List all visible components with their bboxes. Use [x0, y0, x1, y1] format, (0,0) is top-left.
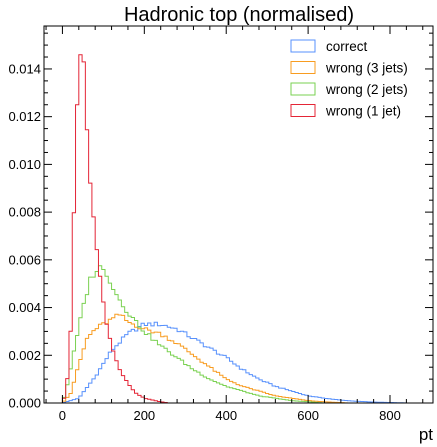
axis-ticks: 0 200 400 600 800 0.000 0.002 0.004 0.006 0.008 0.… [8, 26, 433, 423]
legend-swatch-3 [290, 82, 316, 96]
legend-label-3: wrong (2 jets) [325, 82, 408, 97]
x-tick-label: 600 [297, 408, 319, 423]
legend-label-2: wrong (3 jets) [325, 61, 408, 76]
x-tick-label: 400 [215, 408, 237, 423]
x-tick-label: 200 [133, 408, 155, 423]
y-tick-label: 0.012 [8, 109, 41, 124]
legend-swatch-1 [290, 39, 316, 53]
x-tick-label: 800 [379, 408, 401, 423]
histogram-series-3 [61, 265, 325, 404]
plot-frame [43, 25, 434, 404]
legend-swatch-4 [290, 104, 316, 117]
y-tick-label: 0.008 [8, 205, 41, 220]
y-tick-label: 0.010 [8, 157, 41, 172]
histogram-series-4 [61, 54, 171, 404]
plot-area [61, 54, 413, 404]
legend-label-4: wrong (1 jet) [325, 104, 401, 119]
legend-swatch-2 [290, 61, 316, 74]
legend-label-1: correct [326, 39, 368, 54]
y-tick-label: 0.014 [8, 61, 41, 76]
x-axis-label: pt [419, 425, 433, 444]
chart-title: Hadronic top (normalised) [124, 4, 354, 26]
y-tick-label: 0.006 [8, 252, 41, 267]
y-tick-label: 0.002 [8, 348, 41, 363]
legend: correct wrong (3 jets) wrong (2 jets) wrong… [290, 39, 408, 119]
x-tick-label: 0 [59, 408, 66, 423]
histogram-series-1 [61, 321, 413, 404]
histogram-series-2 [61, 313, 351, 404]
y-tick-label: 0.000 [8, 396, 41, 411]
y-tick-label: 0.004 [8, 300, 41, 315]
